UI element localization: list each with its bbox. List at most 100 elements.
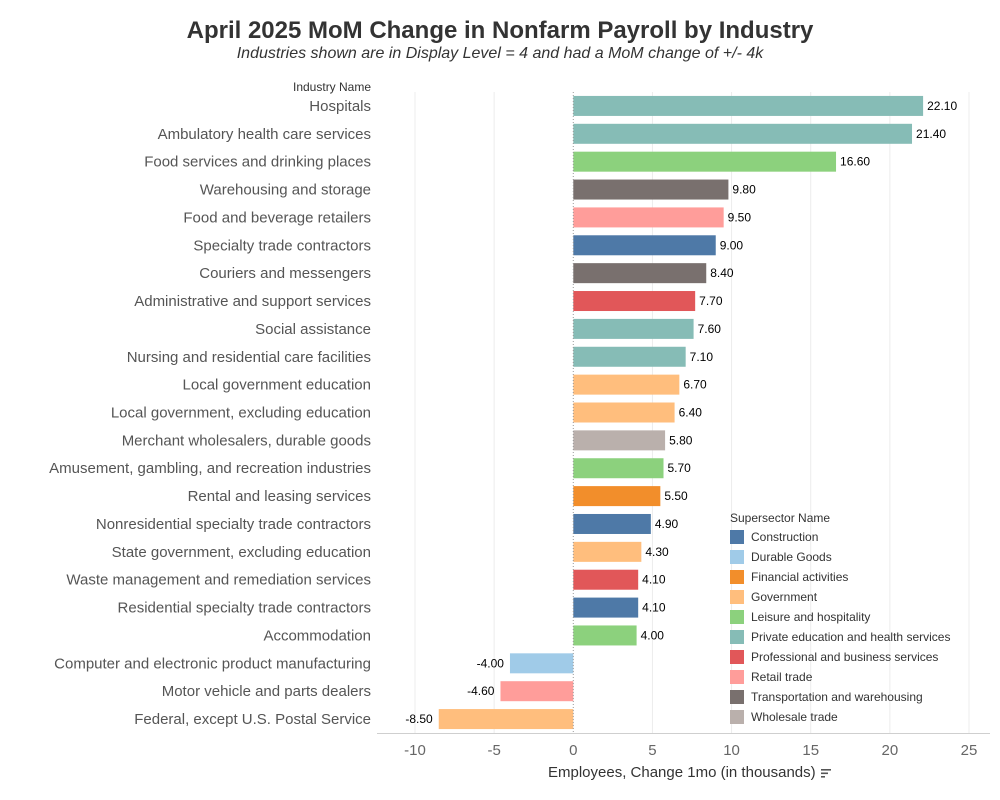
bar[interactable]	[500, 681, 574, 702]
legend-label: Financial activities	[751, 570, 849, 584]
legend-item[interactable]: Construction	[730, 527, 950, 547]
bar[interactable]	[573, 291, 696, 312]
bar[interactable]	[573, 374, 680, 395]
value-label: -8.50	[405, 712, 433, 726]
category-label: State government, excluding education	[112, 544, 371, 561]
legend: Supersector Name Construction Durable Goo…	[730, 511, 950, 727]
legend-swatch	[730, 710, 744, 724]
legend-swatch	[730, 650, 744, 664]
legend-label: Professional and business services	[751, 650, 939, 664]
legend-label: Construction	[751, 530, 819, 544]
legend-swatch	[730, 610, 744, 624]
value-label: 9.80	[732, 183, 756, 197]
bar[interactable]	[573, 346, 686, 367]
value-label: -4.00	[477, 656, 505, 670]
value-label: 8.40	[710, 266, 734, 280]
legend-item[interactable]: Transportation and warehousing	[730, 687, 950, 707]
value-label: 9.00	[720, 238, 744, 252]
category-label: Rental and leasing services	[188, 488, 371, 505]
bar[interactable]	[573, 625, 637, 646]
value-label: 16.60	[840, 155, 870, 169]
legend-swatch	[730, 670, 744, 684]
bar[interactable]	[573, 569, 639, 590]
value-label: 7.10	[690, 350, 714, 364]
legend-item[interactable]: Durable Goods	[730, 547, 950, 567]
legend-swatch	[730, 590, 744, 604]
legend-swatch	[730, 690, 744, 704]
category-label: Food and beverage retailers	[183, 209, 371, 226]
legend-title: Supersector Name	[730, 511, 831, 525]
category-label: Motor vehicle and parts dealers	[162, 683, 371, 700]
legend-item[interactable]: Retail trade	[730, 667, 950, 687]
bar[interactable]	[573, 318, 694, 339]
value-label: 5.80	[669, 433, 693, 447]
legend-item[interactable]: Financial activities	[730, 567, 950, 587]
bar[interactable]	[573, 430, 666, 451]
category-label: Ambulatory health care services	[158, 126, 371, 143]
legend-label: Retail trade	[751, 670, 813, 684]
category-label: Couriers and messengers	[199, 265, 371, 282]
x-tick-label: 20	[882, 742, 899, 759]
legend-item[interactable]: Private education and health services	[730, 627, 950, 647]
category-label: Nonresidential specialty trade contracto…	[96, 516, 371, 533]
x-tick-label: 0	[569, 742, 577, 759]
bar[interactable]	[573, 179, 729, 200]
bar[interactable]	[573, 151, 837, 172]
legend-label: Government	[751, 590, 818, 604]
category-label: Local government, excluding education	[111, 405, 371, 422]
x-tick-label: 10	[723, 742, 740, 759]
bar[interactable]	[573, 458, 664, 479]
category-label: Specialty trade contractors	[193, 237, 371, 254]
category-label: Accommodation	[263, 627, 371, 644]
sort-descending-icon[interactable]	[820, 767, 832, 779]
value-label: 4.10	[642, 573, 666, 587]
value-label: 4.90	[655, 517, 679, 531]
chart-title: April 2025 MoM Change in Nonfarm Payroll…	[186, 17, 814, 44]
category-label: Federal, except U.S. Postal Service	[134, 711, 371, 728]
chart-subtitle: Industries shown are in Display Level = …	[236, 45, 764, 62]
category-label: Social assistance	[255, 321, 371, 338]
value-label: 6.70	[683, 378, 707, 392]
legend-label: Leisure and hospitality	[751, 610, 871, 624]
category-label: Local government education	[183, 377, 371, 394]
bar[interactable]	[573, 207, 724, 228]
bar[interactable]	[573, 541, 642, 562]
value-label: 9.50	[728, 210, 752, 224]
category-label: Administrative and support services	[134, 293, 371, 310]
bar[interactable]	[573, 402, 675, 423]
legend-item[interactable]: Leisure and hospitality	[730, 607, 950, 627]
bar[interactable]	[573, 597, 639, 618]
bar[interactable]	[438, 709, 574, 730]
category-label: Hospitals	[309, 98, 371, 115]
legend-label: Durable Goods	[751, 550, 832, 564]
bar[interactable]	[573, 486, 661, 507]
x-tick-label: 15	[802, 742, 819, 759]
category-label: Nursing and residential care facilities	[127, 349, 371, 366]
category-label: Residential specialty trade contractors	[118, 600, 371, 617]
category-label: Warehousing and storage	[200, 182, 371, 199]
x-tick-label: -5	[487, 742, 500, 759]
value-label: 21.40	[916, 127, 946, 141]
value-label: 6.40	[679, 406, 703, 420]
bar[interactable]	[573, 513, 651, 534]
value-label: 4.30	[645, 545, 669, 559]
x-tick-label: 25	[961, 742, 978, 759]
x-tick-label: 5	[648, 742, 656, 759]
bar[interactable]	[573, 123, 913, 144]
x-axis-title: Employees, Change 1mo (in thousands)	[548, 764, 816, 781]
legend-item[interactable]: Government	[730, 587, 950, 607]
bar[interactable]	[573, 263, 707, 284]
legend-item[interactable]: Wholesale trade	[730, 707, 950, 727]
legend-item[interactable]: Professional and business services	[730, 647, 950, 667]
bar[interactable]	[573, 235, 716, 256]
category-label: Merchant wholesalers, durable goods	[122, 432, 371, 449]
category-label: Food services and drinking places	[144, 154, 371, 171]
legend-swatch	[730, 530, 744, 544]
legend-swatch	[730, 550, 744, 564]
bar[interactable]	[509, 653, 574, 674]
value-label: 7.70	[699, 294, 723, 308]
legend-swatch	[730, 570, 744, 584]
industry-column-header[interactable]: Industry Name	[293, 80, 372, 94]
bar[interactable]	[573, 95, 924, 116]
